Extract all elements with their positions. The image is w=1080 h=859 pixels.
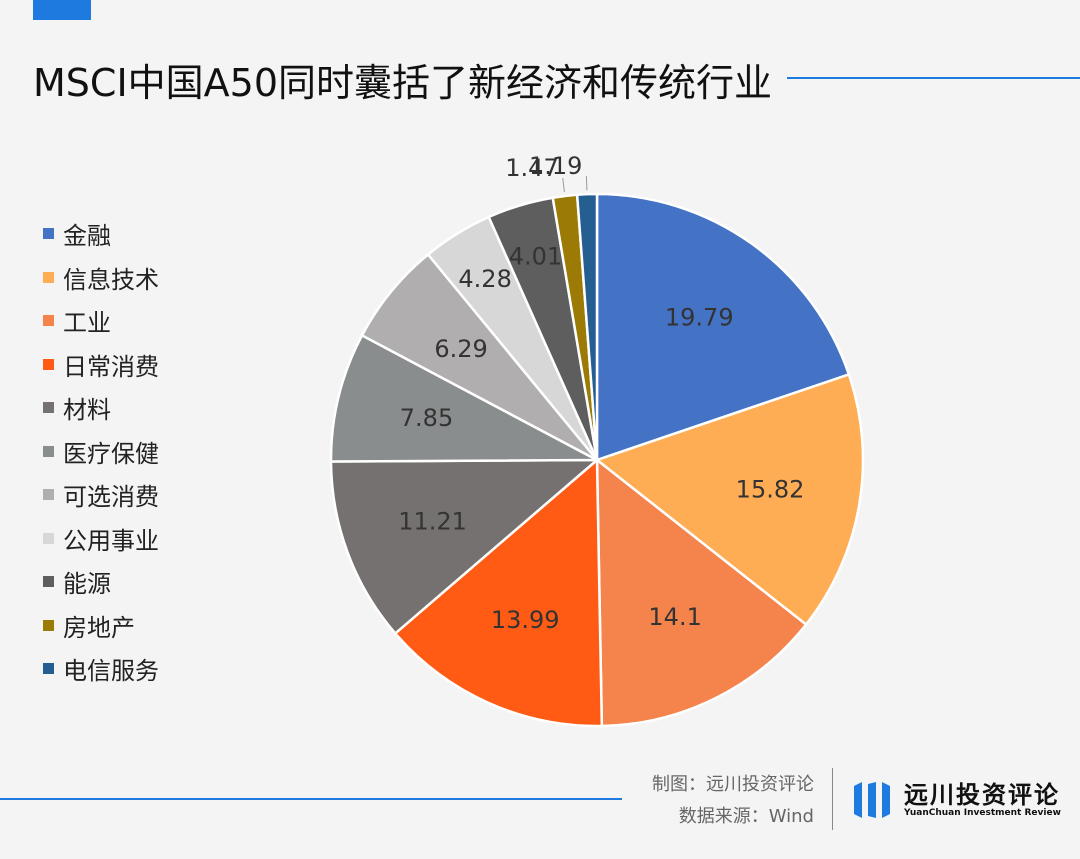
legend-item: 医疗保健 bbox=[43, 430, 159, 474]
slice-value-label: 1.47 bbox=[505, 154, 558, 182]
legend-swatch bbox=[43, 619, 54, 631]
legend-item: 可选消费 bbox=[43, 473, 159, 517]
legend-item: 金融 bbox=[43, 212, 159, 256]
legend-swatch bbox=[43, 445, 54, 457]
footer-line bbox=[0, 798, 622, 800]
slice-value-label: 19.79 bbox=[665, 303, 734, 331]
legend-swatch bbox=[43, 576, 54, 588]
legend-item: 电信服务 bbox=[43, 647, 159, 691]
legend-item: 公用事业 bbox=[43, 517, 159, 561]
legend-label: 电信服务 bbox=[63, 657, 159, 686]
legend-label: 工业 bbox=[63, 309, 111, 338]
pie-slice bbox=[595, 192, 851, 462]
legend-item: 日常消费 bbox=[43, 343, 159, 387]
slice-value-label: 13.99 bbox=[491, 606, 560, 634]
leader-line bbox=[562, 178, 565, 193]
slice-value-label: 11.21 bbox=[398, 507, 467, 535]
legend-label: 日常消费 bbox=[63, 352, 159, 381]
pie-slice bbox=[329, 458, 601, 636]
legend-label: 医疗保健 bbox=[63, 439, 159, 468]
legend: 金融信息技术工业日常消费材料医疗保健可选消费公用事业能源房地产电信服务 bbox=[43, 212, 159, 691]
title-underline bbox=[787, 77, 1080, 79]
chart-title: MSCI中国A50同时囊括了新经济和传统行业 bbox=[33, 61, 772, 105]
legend-label: 金融 bbox=[63, 222, 111, 251]
legend-label: 材料 bbox=[63, 396, 111, 425]
slice-value-label: 14.1 bbox=[648, 603, 701, 631]
legend-swatch bbox=[43, 315, 54, 327]
slice-value-label: 4.28 bbox=[458, 265, 511, 293]
legend-item: 房地产 bbox=[43, 604, 159, 648]
legend-label: 信息技术 bbox=[63, 265, 159, 294]
legend-swatch bbox=[43, 271, 54, 283]
brand-logo-icon bbox=[854, 782, 890, 818]
legend-item: 材料 bbox=[43, 386, 159, 430]
leader-line bbox=[585, 176, 588, 191]
legend-swatch bbox=[43, 358, 54, 370]
legend-swatch bbox=[43, 489, 54, 501]
slice-value-label: 6.29 bbox=[434, 335, 487, 363]
legend-label: 房地产 bbox=[63, 613, 135, 642]
legend-swatch bbox=[43, 228, 54, 240]
footer-divider bbox=[832, 768, 833, 830]
pie-slice bbox=[575, 192, 599, 461]
accent-block bbox=[33, 0, 91, 20]
legend-swatch bbox=[43, 663, 54, 675]
brand: 远川投资评论 YuanChuan Investment Review bbox=[852, 780, 1061, 820]
pie-slice bbox=[594, 372, 865, 627]
legend-label: 能源 bbox=[63, 570, 111, 599]
pie-slice bbox=[595, 457, 808, 728]
credit-source: 数据来源：Wind bbox=[678, 806, 814, 827]
legend-item: 工业 bbox=[43, 299, 159, 343]
legend-item: 能源 bbox=[43, 560, 159, 604]
legend-swatch bbox=[43, 532, 54, 544]
slice-value-label: 1.19 bbox=[529, 152, 582, 180]
legend-label: 公用事业 bbox=[63, 526, 159, 555]
slice-value-label: 15.82 bbox=[736, 476, 805, 504]
pie-slice bbox=[329, 333, 598, 463]
slice-value-label: 4.01 bbox=[509, 242, 562, 270]
slice-value-label: 7.85 bbox=[400, 404, 453, 432]
legend-item: 信息技术 bbox=[43, 256, 159, 300]
legend-swatch bbox=[43, 402, 54, 414]
pie-slice bbox=[393, 457, 604, 728]
credit-maker: 制图：远川投资评论 bbox=[652, 774, 814, 795]
legend-label: 可选消费 bbox=[63, 483, 159, 512]
brand-name: 远川投资评论 bbox=[904, 781, 1060, 809]
brand-subtitle: YuanChuan Investment Review bbox=[904, 808, 1061, 818]
